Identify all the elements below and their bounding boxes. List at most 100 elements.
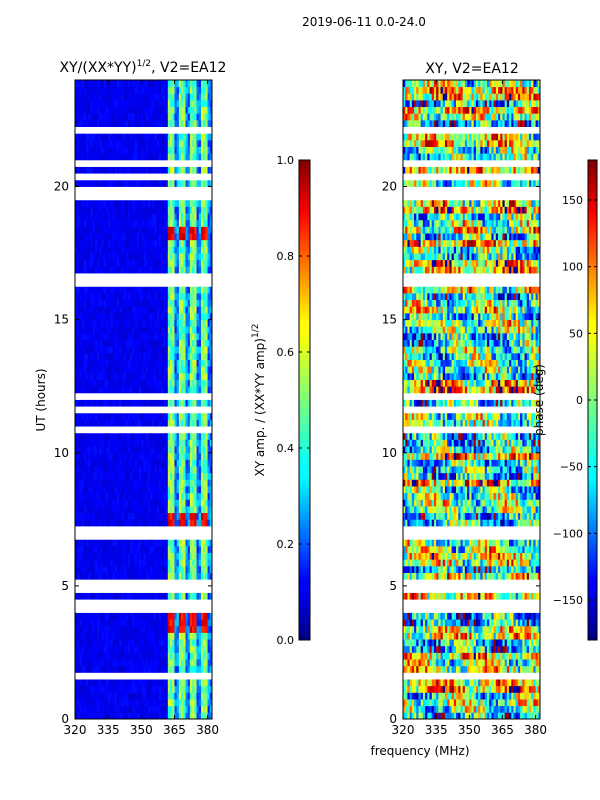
left-heatmap-cell: [141, 632, 144, 640]
left-heatmap-cell: [90, 499, 94, 507]
left-heatmap-cell: [176, 406, 180, 414]
left-heatmap-cell: [141, 359, 144, 367]
left-heatmap-cell: [86, 699, 89, 707]
left-heatmap-cell: [103, 266, 107, 274]
left-heatmap-cell: [183, 286, 186, 294]
left-heatmap-cell: [79, 579, 83, 587]
left-heatmap-cell: [150, 266, 153, 274]
left-heatmap-cell: [161, 599, 164, 607]
left-heatmap-cell: [108, 299, 111, 307]
left-heatmap-cell: [203, 705, 206, 713]
left-heatmap-cell: [209, 605, 212, 613]
left-heatmap-cell: [134, 472, 138, 480]
left-heatmap-cell: [154, 352, 158, 360]
left-heatmap-cell: [125, 293, 129, 301]
left-heatmap-cell: [185, 332, 189, 340]
left-heatmap-cell: [99, 406, 102, 414]
left-heatmap-cell: [141, 379, 144, 387]
left-heatmap-cell: [139, 306, 142, 314]
left-heatmap-cell: [130, 279, 133, 287]
left-heatmap-cell: [192, 286, 195, 294]
left-heatmap-cell: [209, 506, 212, 514]
left-heatmap-cell: [121, 652, 125, 660]
left-heatmap-cell: [77, 193, 80, 201]
left-heatmap-cell: [99, 293, 102, 301]
left-heatmap-cell: [99, 472, 102, 480]
left-heatmap-cell: [125, 565, 129, 573]
left-heatmap-cell: [176, 253, 180, 261]
left-heatmap-cell: [209, 412, 212, 420]
left-heatmap-cell: [176, 439, 180, 447]
left-heatmap-cell: [200, 193, 204, 201]
left-heatmap-cell: [123, 499, 127, 507]
left-heatmap-cell: [130, 446, 133, 454]
left-heatmap-cell: [176, 219, 180, 227]
left-heatmap-cell: [83, 226, 87, 234]
left-heatmap-cell: [105, 233, 109, 241]
left-heatmap-cell: [92, 299, 96, 307]
left-heatmap-cell: [209, 639, 212, 647]
left-heatmap-cell: [75, 372, 78, 380]
left-heatmap-cell: [125, 406, 129, 414]
left-heatmap-cell: [152, 219, 155, 227]
left-heatmap-cell: [134, 532, 138, 540]
left-heatmap-cell: [134, 506, 138, 514]
left-heatmap-cell: [176, 319, 180, 327]
left-heatmap-cell: [161, 312, 164, 321]
left-heatmap-cell: [99, 459, 102, 467]
left-heatmap-cell: [200, 233, 204, 241]
left-heatmap-cell: [92, 193, 96, 201]
left-heatmap-cell: [132, 506, 136, 514]
left-heatmap-cell: [196, 266, 200, 274]
left-heatmap-cell: [150, 552, 153, 560]
left-heatmap-cell: [75, 472, 78, 480]
left-heatmap-cell: [88, 299, 91, 307]
left-heatmap-cell: [125, 266, 129, 274]
left-heatmap-cell: [90, 599, 94, 607]
left-heatmap-cell: [178, 679, 182, 687]
left-heatmap-cell: [125, 519, 129, 527]
left-heatmap-cell: [205, 279, 208, 287]
left-heatmap-cell: [178, 206, 182, 214]
left-heatmap-cell: [200, 579, 204, 587]
left-heatmap-cell: [83, 439, 87, 447]
left-heatmap-cell: [86, 186, 89, 194]
left-heatmap-cell: [103, 259, 107, 267]
left-heatmap-cell: [105, 226, 109, 234]
left-heatmap-cell: [134, 259, 138, 267]
left-heatmap-cell: [97, 199, 100, 207]
left-heatmap-cell: [92, 665, 96, 673]
left-heatmap-cell: [205, 372, 208, 380]
left-heatmap-cell: [185, 412, 189, 420]
left-heatmap-cell: [187, 532, 191, 540]
left-heatmap-cell: [181, 579, 184, 587]
left-heatmap-cell: [203, 639, 206, 647]
left-heatmap-cell: [92, 599, 96, 607]
left-heatmap-cell: [205, 452, 208, 460]
left-heatmap-cell: [86, 273, 89, 281]
left-heatmap-cell: [143, 712, 147, 719]
left-heatmap-cell: [189, 359, 193, 367]
left-heatmap-cell: [79, 672, 83, 680]
left-heatmap-cell: [158, 512, 162, 520]
left-heatmap-cell: [130, 472, 133, 480]
left-heatmap-cell: [205, 352, 208, 360]
left-heatmap-cell: [119, 525, 122, 534]
left-heatmap-cell: [207, 585, 211, 593]
left-heatmap-cell: [187, 605, 191, 613]
left-heatmap-cell: [172, 439, 175, 447]
left-heatmap-cell: [196, 605, 200, 613]
left-heatmap-cell: [114, 446, 118, 454]
left-heatmap-cell: [81, 599, 85, 607]
left-heatmap-cell: [198, 639, 202, 647]
left-heatmap-cell: [86, 599, 89, 607]
left-heatmap-cell: [163, 399, 166, 407]
left-heatmap-cell: [134, 492, 138, 500]
left-heatmap-cell: [101, 645, 105, 653]
left-heatmap-cell: [163, 406, 166, 414]
left-heatmap-cell: [178, 639, 182, 647]
left-heatmap-cell: [194, 499, 197, 507]
left-heatmap-cell: [110, 466, 113, 474]
left-heatmap-cell: [196, 486, 200, 494]
left-heatmap-cell: [196, 612, 200, 620]
